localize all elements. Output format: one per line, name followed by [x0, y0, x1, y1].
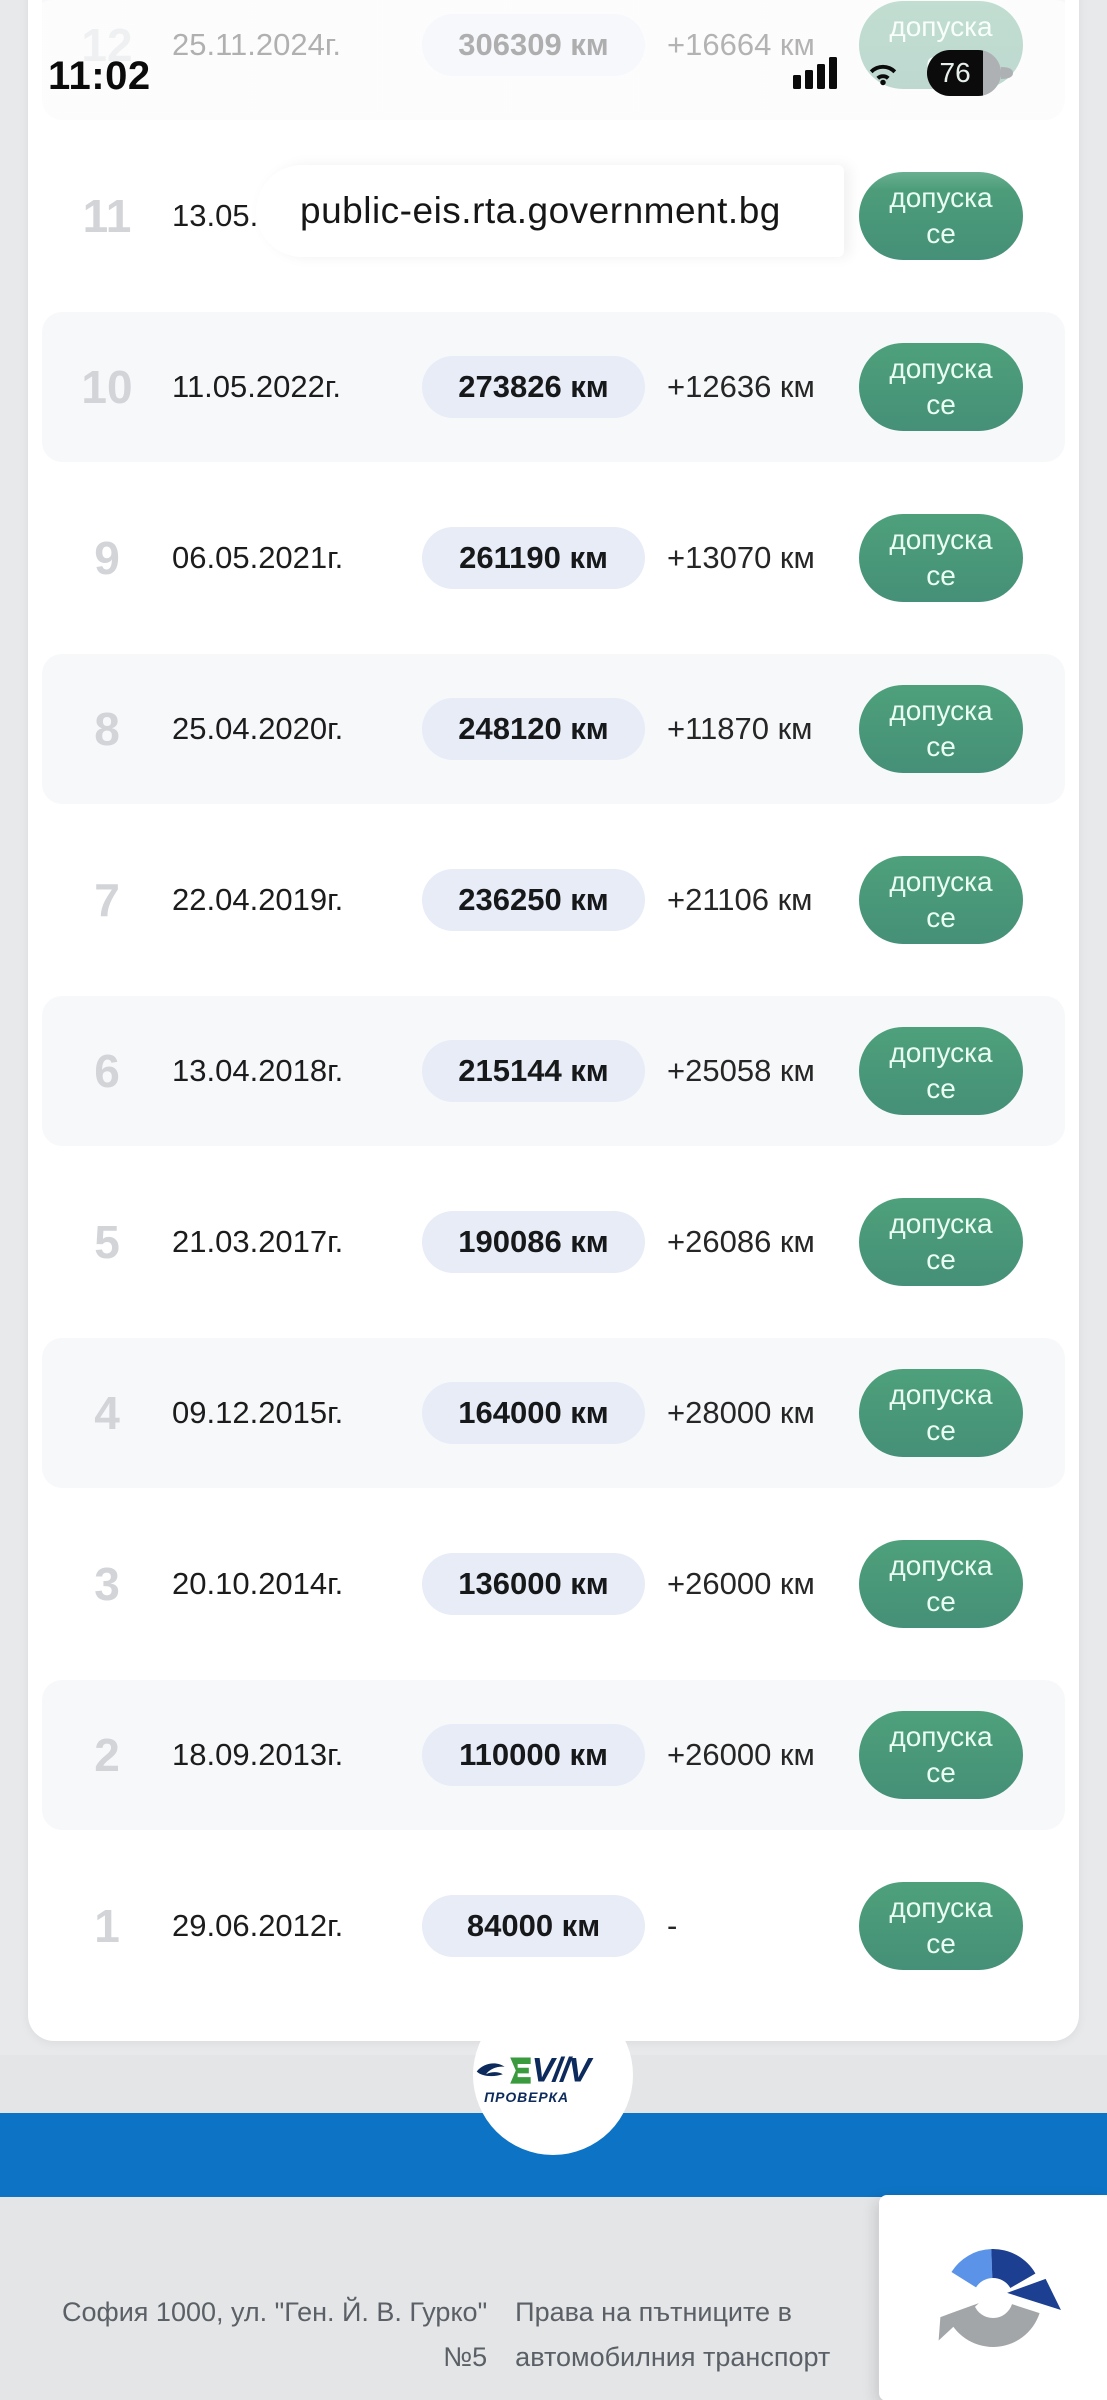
svg-text:V//V: V//V: [532, 2052, 594, 2090]
svg-text:ПРОВЕРКА: ПРОВЕРКА: [484, 2089, 569, 2105]
